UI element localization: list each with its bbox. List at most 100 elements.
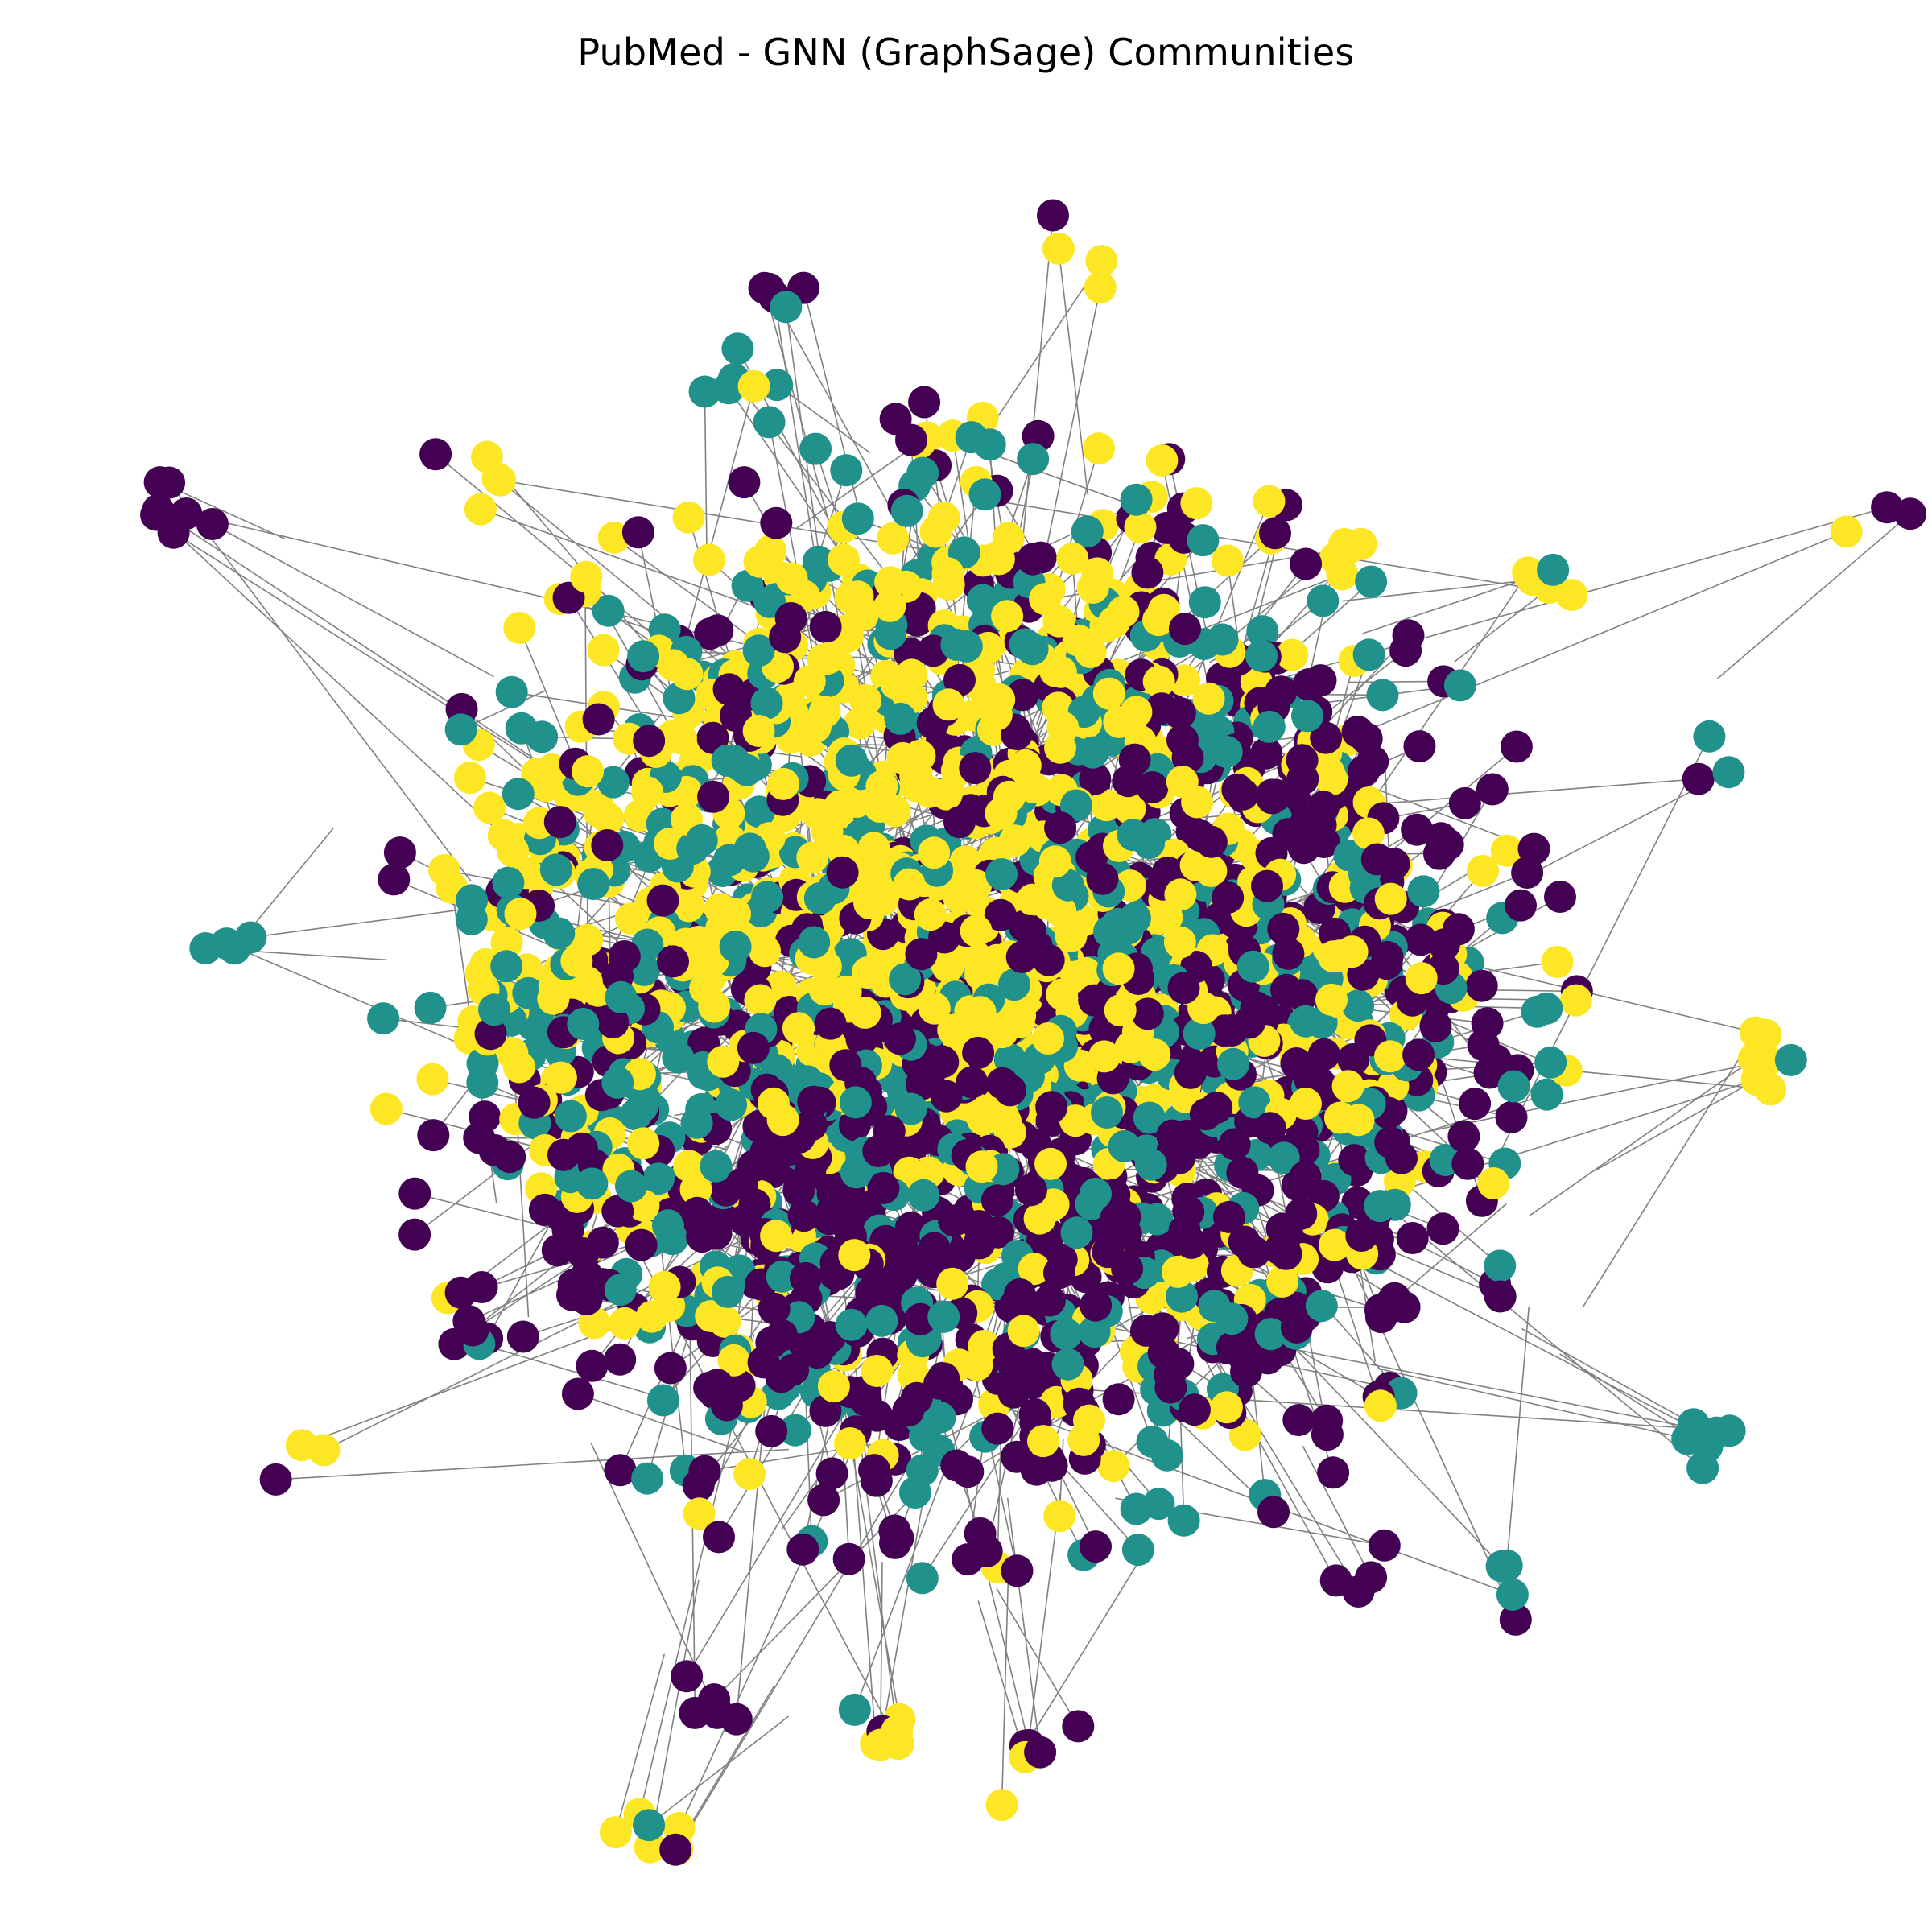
graph-node-community-0 xyxy=(904,1302,937,1335)
graph-node-community-0 xyxy=(170,497,203,530)
graph-node-community-2 xyxy=(464,493,497,526)
graph-node-community-2 xyxy=(1083,432,1115,465)
graph-node-community-2 xyxy=(1253,485,1286,518)
graph-node-community-1 xyxy=(1364,1190,1397,1223)
graph-node-community-2 xyxy=(767,767,799,800)
graph-node-community-2 xyxy=(428,853,460,886)
graph-node-community-1 xyxy=(1305,1290,1338,1323)
graph-node-community-1 xyxy=(502,778,535,811)
graph-node-community-0 xyxy=(551,1214,584,1247)
graph-node-community-0 xyxy=(378,863,411,896)
graph-node-community-1 xyxy=(1133,1101,1166,1134)
graph-node-community-0 xyxy=(582,703,615,736)
graph-node-community-0 xyxy=(528,1193,561,1226)
graph-node-community-1 xyxy=(1120,483,1153,516)
graph-node-community-1 xyxy=(505,712,538,745)
graph-node-community-1 xyxy=(1693,720,1726,753)
graph-node-community-0 xyxy=(1184,819,1216,852)
graph-node-community-2 xyxy=(1266,1265,1299,1298)
graph-node-community-2 xyxy=(1276,638,1309,671)
graph-node-community-0 xyxy=(980,1184,1013,1217)
graph-edge xyxy=(682,386,755,651)
graph-node-community-2 xyxy=(733,1458,766,1491)
graph-node-community-2 xyxy=(597,521,630,554)
graph-edge xyxy=(1302,1446,1372,1578)
graph-node-community-1 xyxy=(234,921,267,954)
graph-node-community-0 xyxy=(1080,1289,1113,1322)
graph-node-community-2 xyxy=(960,914,993,947)
graph-node-community-1 xyxy=(490,950,523,983)
graph-node-community-2 xyxy=(671,658,704,691)
graph-node-community-1 xyxy=(973,428,1006,461)
graph-node-community-1 xyxy=(662,1041,695,1074)
graph-node-community-2 xyxy=(503,612,536,644)
graph-node-community-0 xyxy=(1500,730,1533,763)
graph-node-community-2 xyxy=(965,1150,998,1183)
graph-node-community-0 xyxy=(1289,1160,1322,1193)
graph-edge xyxy=(615,1653,666,1833)
graph-node-community-0 xyxy=(383,836,416,869)
graph-node-community-2 xyxy=(737,369,770,402)
graph-node-community-1 xyxy=(367,1002,400,1035)
graph-edge xyxy=(776,384,871,454)
graph-node-community-0 xyxy=(873,1115,906,1148)
graph-node-community-0 xyxy=(518,1086,551,1119)
graph-node-community-0 xyxy=(826,856,859,889)
graph-node-community-0 xyxy=(1286,1116,1319,1149)
graph-node-community-2 xyxy=(672,890,705,923)
graph-node-community-0 xyxy=(1062,1710,1095,1743)
graph-node-community-2 xyxy=(570,560,603,593)
graph-node-community-1 xyxy=(761,369,794,402)
graph-node-community-1 xyxy=(1150,1439,1183,1472)
graph-node-community-2 xyxy=(707,1045,740,1078)
graph-node-community-0 xyxy=(807,1484,840,1517)
graph-node-community-0 xyxy=(1471,1007,1504,1040)
graph-node-community-2 xyxy=(1142,665,1175,698)
graph-node-community-1 xyxy=(998,968,1030,1001)
graph-node-community-0 xyxy=(1037,199,1069,232)
graph-node-community-1 xyxy=(592,594,625,627)
graph-node-community-2 xyxy=(1088,1040,1121,1073)
graph-node-community-2 xyxy=(1323,1101,1356,1134)
graph-node-community-2 xyxy=(1016,770,1049,803)
graph-node-community-1 xyxy=(798,926,831,959)
graph-node-community-2 xyxy=(743,545,776,578)
graph-edge xyxy=(1006,1497,1041,1752)
graph-node-community-2 xyxy=(1315,983,1348,1016)
graph-node-community-2 xyxy=(937,1013,970,1046)
graph-edge xyxy=(803,287,864,526)
graph-node-community-0 xyxy=(1337,1042,1370,1075)
graph-node-community-1 xyxy=(721,332,754,365)
graph-node-community-0 xyxy=(747,1346,780,1379)
graph-node-community-2 xyxy=(1120,696,1153,729)
graph-edge xyxy=(1001,1572,1009,1806)
graph-node-community-2 xyxy=(1074,636,1107,668)
graph-node-community-0 xyxy=(1167,972,1200,1005)
graph-node-community-2 xyxy=(695,1300,728,1332)
graph-node-community-2 xyxy=(1313,757,1346,790)
graph-node-community-0 xyxy=(601,1195,634,1228)
graph-node-community-2 xyxy=(782,1012,815,1045)
graph-node-community-0 xyxy=(940,1449,973,1482)
figure-title: PubMed - GNN (GraphSage) Communities xyxy=(577,31,1355,74)
graph-node-community-2 xyxy=(775,562,808,595)
graph-node-community-1 xyxy=(1216,1302,1249,1335)
graph-node-community-2 xyxy=(1164,878,1197,911)
graph-node-community-0 xyxy=(895,423,927,456)
graph-node-community-2 xyxy=(673,1150,706,1183)
graph-node-community-0 xyxy=(1168,1214,1201,1247)
graph-edge xyxy=(1027,1492,1061,1748)
graph-node-community-2 xyxy=(648,1270,681,1303)
graph-node-community-0 xyxy=(884,1022,916,1055)
graph-node-community-2 xyxy=(811,815,844,848)
graph-edge xyxy=(324,1233,754,1451)
graph-node-community-0 xyxy=(694,617,727,650)
graph-node-community-2 xyxy=(1166,766,1199,799)
graph-node-community-1 xyxy=(633,1809,666,1842)
graph-node-community-0 xyxy=(142,493,175,526)
graph-node-community-1 xyxy=(950,630,983,663)
graph-node-community-0 xyxy=(829,1049,862,1082)
graph-node-community-2 xyxy=(1076,572,1109,604)
graph-node-community-1 xyxy=(444,713,477,746)
